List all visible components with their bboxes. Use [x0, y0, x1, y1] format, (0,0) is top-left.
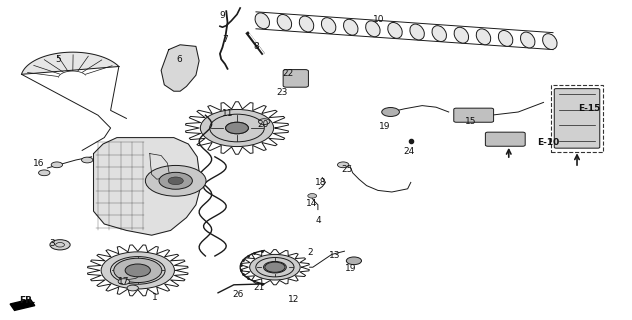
- Text: 22: 22: [282, 69, 293, 78]
- Text: 3: 3: [49, 239, 55, 248]
- Circle shape: [145, 165, 206, 196]
- Circle shape: [346, 257, 362, 265]
- Circle shape: [51, 162, 63, 168]
- Circle shape: [168, 177, 183, 185]
- Ellipse shape: [277, 14, 291, 30]
- Text: 7: 7: [222, 36, 228, 44]
- Circle shape: [200, 109, 274, 147]
- Ellipse shape: [388, 22, 402, 38]
- Text: 2: 2: [307, 248, 312, 257]
- Circle shape: [265, 262, 285, 272]
- Circle shape: [50, 240, 70, 250]
- Text: 23: 23: [277, 88, 288, 97]
- Text: 13: 13: [329, 252, 341, 260]
- Circle shape: [337, 162, 349, 168]
- Text: 12: 12: [288, 295, 300, 304]
- Circle shape: [159, 172, 192, 189]
- Text: 16: 16: [33, 159, 45, 168]
- Ellipse shape: [477, 29, 490, 45]
- Bar: [551, 85, 603, 152]
- FancyBboxPatch shape: [554, 89, 600, 148]
- Text: 14: 14: [306, 199, 317, 208]
- Text: 25: 25: [341, 165, 353, 174]
- Ellipse shape: [255, 13, 269, 29]
- Circle shape: [382, 108, 399, 116]
- Text: 11: 11: [222, 109, 233, 118]
- Polygon shape: [161, 45, 199, 91]
- Circle shape: [250, 254, 300, 280]
- Ellipse shape: [521, 32, 535, 48]
- Text: 1: 1: [152, 293, 158, 302]
- Ellipse shape: [366, 21, 380, 37]
- Ellipse shape: [543, 34, 557, 50]
- Circle shape: [101, 252, 174, 289]
- Text: 24: 24: [403, 148, 415, 156]
- Text: 4: 4: [315, 216, 320, 225]
- Polygon shape: [10, 299, 35, 310]
- Text: 19: 19: [345, 264, 356, 273]
- Circle shape: [82, 157, 93, 163]
- Text: 17: 17: [118, 277, 130, 286]
- Circle shape: [114, 258, 162, 283]
- Ellipse shape: [322, 18, 336, 34]
- FancyBboxPatch shape: [485, 132, 525, 146]
- Ellipse shape: [454, 27, 468, 43]
- Text: 5: 5: [55, 55, 61, 64]
- Text: 15: 15: [465, 117, 477, 126]
- Text: 10: 10: [374, 15, 385, 24]
- Text: E-10: E-10: [537, 138, 559, 147]
- Text: 9: 9: [219, 12, 226, 20]
- Ellipse shape: [499, 30, 513, 46]
- Circle shape: [258, 119, 270, 124]
- Text: FR.: FR.: [20, 296, 36, 305]
- Text: 26: 26: [232, 290, 243, 299]
- Ellipse shape: [344, 19, 358, 35]
- Circle shape: [118, 279, 130, 284]
- Ellipse shape: [300, 16, 313, 32]
- Circle shape: [226, 122, 248, 134]
- Text: 6: 6: [176, 55, 182, 64]
- FancyBboxPatch shape: [454, 108, 494, 122]
- Text: 21: 21: [253, 284, 265, 292]
- Text: E-15: E-15: [578, 104, 601, 113]
- Text: 18: 18: [315, 178, 327, 187]
- Text: 20: 20: [258, 120, 269, 129]
- Circle shape: [39, 170, 50, 176]
- Text: 19: 19: [379, 122, 390, 131]
- Circle shape: [127, 285, 138, 291]
- Circle shape: [308, 194, 317, 198]
- Polygon shape: [94, 138, 201, 235]
- Circle shape: [125, 264, 150, 277]
- Ellipse shape: [410, 24, 424, 40]
- FancyBboxPatch shape: [283, 69, 308, 87]
- Text: 8: 8: [253, 42, 259, 51]
- Polygon shape: [21, 52, 119, 74]
- Ellipse shape: [432, 26, 446, 42]
